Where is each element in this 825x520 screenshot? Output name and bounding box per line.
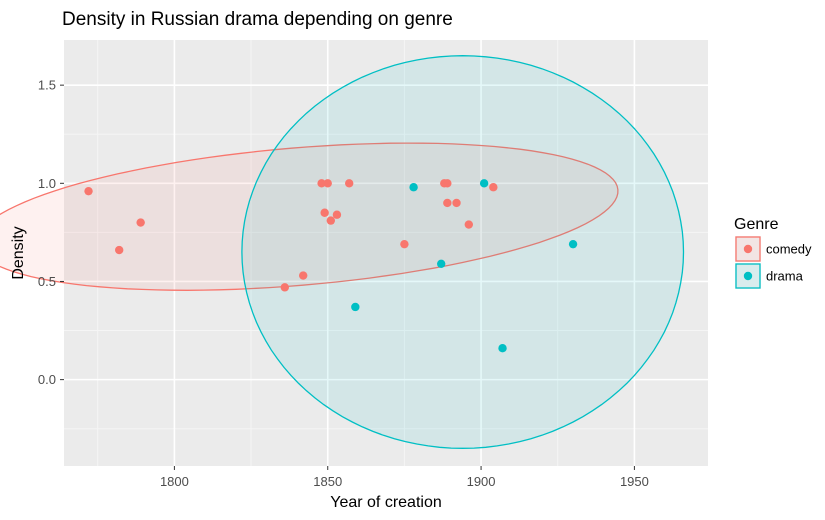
drama-point [409, 183, 418, 192]
x-axis-title: Year of creation [330, 494, 441, 511]
y-tick-label: 1.5 [38, 78, 56, 93]
drama-ellipse [241, 55, 685, 449]
legend-key-point-comedy [743, 244, 753, 254]
comedy-point [443, 198, 452, 208]
x-axis-ticks: 1800 1850 1900 1950 [160, 466, 649, 489]
comedy-point [332, 210, 342, 219]
drama-point [479, 179, 489, 188]
legend-label-drama: drama [766, 269, 804, 284]
drama-point [568, 239, 578, 249]
drama-point [437, 259, 446, 268]
comedy-point [323, 179, 332, 188]
comedy-point [464, 220, 473, 229]
major-gridlines [64, 40, 708, 466]
comedy-point [489, 183, 498, 192]
comedy-point [136, 218, 145, 227]
comedy-point [84, 186, 93, 196]
y-axis-ticks: 0.0 0.5 1.0 1.5 [38, 78, 64, 387]
comedy-point [452, 198, 461, 208]
x-tick-label: 1800 [160, 474, 189, 489]
comedy-ellipse [0, 142, 619, 291]
legend-title: Genre [734, 216, 779, 233]
x-tick-label: 1850 [313, 474, 342, 489]
data-points [84, 179, 578, 353]
comedy-point [317, 179, 326, 188]
legend-label-comedy: comedy [766, 242, 812, 257]
comedy-point [326, 216, 335, 225]
comedy-point [345, 179, 354, 188]
drama-point [351, 302, 360, 312]
comedy-point [443, 179, 452, 188]
y-tick-label: 0.0 [38, 372, 56, 387]
chart-title: Density in Russian drama depending on ge… [62, 9, 453, 30]
comedy-point [280, 283, 289, 292]
y-axis-title: Density [10, 226, 27, 279]
legend-key-point-drama [743, 271, 753, 281]
confidence-ellipses [0, 55, 685, 449]
minor-gridlines [64, 40, 708, 466]
comedy-point [320, 208, 329, 217]
y-tick-label: 0.5 [38, 274, 56, 289]
drama-point [498, 344, 507, 353]
comedy-point [400, 239, 409, 249]
comedy-point [299, 271, 308, 280]
legend: Genre comedy drama [734, 216, 812, 289]
y-tick-label: 1.0 [38, 176, 56, 191]
x-tick-label: 1950 [620, 474, 649, 489]
x-tick-label: 1900 [467, 474, 496, 489]
plot-panel [64, 40, 708, 466]
comedy-point [115, 245, 124, 255]
